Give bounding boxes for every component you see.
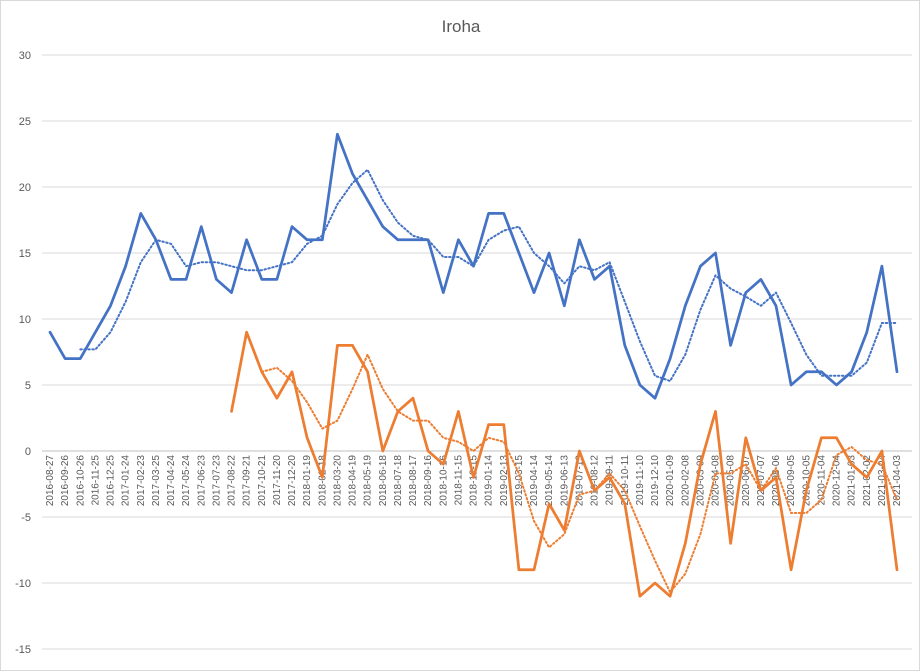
- y-tick-label: -10: [15, 578, 31, 590]
- x-tick-label: 2019-04-14: [529, 455, 540, 507]
- x-tick-label: 2019-01-14: [484, 455, 495, 507]
- series-line-3-solid: [230, 330, 899, 598]
- x-tick-label: 2018-01-19: [302, 455, 313, 507]
- x-tick-label: 2017-03-25: [151, 455, 162, 507]
- x-tick-label: 2018-09-16: [423, 455, 434, 507]
- x-tick-label: 2021-02-02: [862, 455, 873, 507]
- y-tick-label: -5: [21, 512, 31, 524]
- x-tick-label: 2017-06-23: [196, 455, 207, 507]
- x-tick-label: 2018-08-17: [408, 455, 419, 507]
- series-line-4-dotted: [260, 353, 898, 594]
- x-tick-label: 2018-11-15: [453, 455, 464, 506]
- x-tick-label: 2017-05-24: [181, 455, 192, 507]
- x-tick-label: 2017-09-21: [242, 455, 253, 507]
- x-tick-label: 2018-02-18: [317, 455, 328, 507]
- y-tick-label: 25: [19, 116, 31, 128]
- x-tick-label: 2019-07-13: [574, 455, 585, 507]
- x-tick-label: 2018-07-18: [393, 455, 404, 507]
- x-tick-label: 2020-07-07: [756, 455, 767, 507]
- x-tick-label: 2020-06-07: [741, 455, 752, 507]
- x-tick-label: 2017-11-20: [272, 455, 283, 506]
- y-tick-label: 15: [19, 248, 31, 260]
- x-tick-label: 2019-03-15: [514, 455, 525, 507]
- x-tick-label: 2020-09-05: [786, 455, 797, 507]
- x-tick-label: 2017-07-23: [211, 455, 222, 507]
- y-tick-label: 0: [25, 446, 31, 458]
- x-tick-label: 2020-01-09: [665, 455, 676, 507]
- x-tick-label: 2021-03-04: [877, 455, 888, 507]
- chart-title: Iroha: [441, 17, 481, 36]
- x-tick-label: 2017-01-24: [121, 455, 132, 507]
- x-tick-label: 2017-10-21: [257, 455, 268, 507]
- x-tick-label: 2019-02-13: [499, 455, 510, 507]
- x-tick-label: 2019-06-13: [559, 455, 570, 507]
- x-tick-label: 2021-01-03: [847, 455, 858, 507]
- x-tick-label: 2018-03-20: [332, 455, 343, 507]
- x-tick-label: 2019-12-10: [650, 455, 661, 507]
- x-tick-label: 2017-08-22: [227, 455, 238, 507]
- y-tick-label: 20: [19, 182, 31, 194]
- x-tick-label: 2018-05-19: [363, 455, 374, 507]
- x-tick-label: 2019-11-10: [635, 455, 646, 506]
- x-tick-label: 2020-03-09: [695, 455, 706, 507]
- x-tick-label: 2017-12-20: [287, 455, 298, 507]
- series-line-2-dotted: [79, 168, 898, 382]
- x-tick-label: 2016-10-26: [75, 455, 86, 507]
- series-line-1-solid: [48, 132, 899, 400]
- x-tick-label: 2020-04-08: [711, 455, 722, 507]
- x-tick-label: 2019-05-14: [544, 455, 555, 507]
- x-tick-label: 2018-12-15: [469, 455, 480, 507]
- x-tick-label: 2016-11-25: [90, 455, 101, 506]
- x-tick-label: 2021-04-03: [892, 455, 903, 507]
- x-tick-label: 2020-02-08: [680, 455, 691, 507]
- x-tick-label: 2018-10-16: [438, 455, 449, 507]
- y-tick-label: 10: [19, 314, 31, 326]
- x-tick-label: 2018-06-18: [378, 455, 389, 507]
- x-tick-label: 2016-09-26: [60, 455, 71, 507]
- y-tick-label: -15: [15, 644, 31, 656]
- x-tick-label: 2018-04-19: [348, 455, 359, 507]
- y-tick-label: 30: [19, 50, 31, 62]
- y-tick-label: 5: [25, 380, 31, 392]
- x-tick-label: 2017-02-23: [136, 455, 147, 507]
- x-tick-label: 2016-08-27: [45, 455, 56, 507]
- x-tick-label: 2020-12-04: [832, 455, 843, 507]
- x-tick-label: 2019-08-12: [590, 455, 601, 507]
- x-tick-label: 2017-04-24: [166, 455, 177, 507]
- x-tick-label: 2020-11-04: [816, 455, 827, 506]
- x-tick-label: 2016-12-25: [106, 455, 117, 507]
- x-tick-label: 2019-10-11: [620, 455, 631, 506]
- x-tick-label: 2020-05-08: [726, 455, 737, 507]
- x-tick-label: 2020-10-05: [801, 455, 812, 507]
